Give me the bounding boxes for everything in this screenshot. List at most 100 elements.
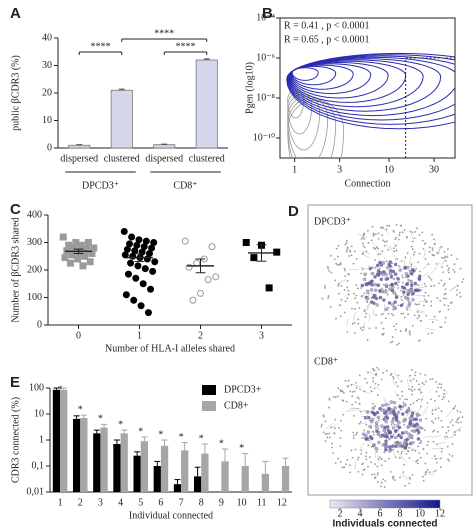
network-node (442, 297, 445, 300)
network-node (339, 419, 342, 422)
network-node (341, 466, 344, 469)
network-node (383, 432, 388, 436)
network-edge (416, 286, 425, 289)
x-tick-label: 10 (384, 164, 394, 175)
network-node (374, 259, 376, 262)
network-node (444, 282, 446, 285)
network-node (383, 425, 387, 430)
network-node (356, 458, 359, 461)
network-node (408, 332, 411, 334)
network-node (333, 432, 335, 435)
network-node (376, 393, 379, 396)
network-node (400, 295, 403, 298)
point (66, 259, 74, 267)
network-node (397, 428, 400, 431)
bar (100, 427, 108, 492)
network-node (378, 270, 383, 275)
network-node (454, 433, 457, 436)
network-node (380, 313, 383, 316)
network-node (421, 382, 424, 384)
network-node (424, 473, 427, 476)
network-node (412, 253, 415, 256)
y-tick-label: 10 (34, 408, 44, 419)
network-node (401, 276, 404, 279)
network-node (387, 457, 390, 460)
network-node (344, 311, 346, 314)
x-tick-label: 9 (219, 497, 224, 508)
network-node (406, 398, 408, 401)
network-node (346, 297, 349, 300)
network-edge (364, 305, 369, 314)
network-node (445, 431, 448, 434)
network-node (433, 254, 436, 257)
y-tick-label: 100 (27, 292, 42, 303)
bar (160, 445, 169, 492)
network-node (334, 279, 337, 282)
network-node (392, 229, 395, 232)
network-node (423, 383, 426, 386)
network-edge (443, 253, 448, 263)
network-node (359, 327, 362, 329)
network-node (339, 262, 342, 265)
network-node (422, 304, 425, 307)
network-node (334, 462, 337, 464)
network-node (353, 292, 355, 295)
network-node (337, 387, 340, 390)
network-node (458, 416, 460, 419)
network-edge (352, 312, 356, 321)
network-node (354, 297, 357, 300)
annotation: R = 0.65 , p < 0.0001 (284, 34, 369, 45)
network-node (354, 448, 357, 451)
network-edge (367, 266, 376, 270)
network-node (397, 374, 400, 377)
x-tick-label: clustered (189, 153, 225, 164)
network-node (435, 381, 437, 383)
network-node (414, 231, 417, 233)
network-node (372, 377, 374, 379)
network-node (420, 391, 423, 394)
significance: **** (176, 41, 196, 52)
network-node (361, 252, 364, 255)
network-node (365, 455, 367, 458)
network-node (401, 395, 404, 397)
x-tick-label: 1 (292, 164, 297, 175)
network-node (360, 283, 365, 288)
bar (133, 455, 141, 492)
network-node (415, 399, 418, 402)
colorbar-tick-label: 8 (398, 508, 403, 519)
network-node (392, 375, 394, 378)
network-node (374, 446, 378, 451)
network-node (385, 317, 387, 320)
network-node (381, 226, 383, 229)
network-node (411, 297, 415, 302)
network-node (425, 314, 428, 317)
network-node (408, 446, 411, 449)
network-node (405, 438, 409, 442)
network-node (391, 303, 395, 307)
network-node (382, 312, 385, 315)
point (208, 243, 216, 251)
network-node (452, 424, 454, 427)
network-edge (394, 371, 400, 380)
network-node (366, 410, 370, 414)
network-node (384, 273, 388, 277)
network-edge (403, 258, 406, 267)
network-node (365, 415, 369, 420)
network-edge (393, 242, 398, 251)
network-node (384, 283, 388, 287)
network-edge (378, 412, 385, 418)
network-node (397, 450, 399, 453)
network-node (408, 330, 411, 333)
network-node (447, 304, 450, 307)
network-node (414, 449, 417, 452)
network-node (407, 313, 410, 316)
network-edge (400, 456, 408, 463)
network-node (448, 459, 451, 462)
network-node (389, 408, 394, 412)
network-node (403, 295, 408, 300)
network-node (347, 289, 350, 292)
network-node (377, 383, 380, 386)
network-node (392, 413, 397, 417)
network-node (361, 329, 364, 332)
network-node (443, 389, 446, 392)
